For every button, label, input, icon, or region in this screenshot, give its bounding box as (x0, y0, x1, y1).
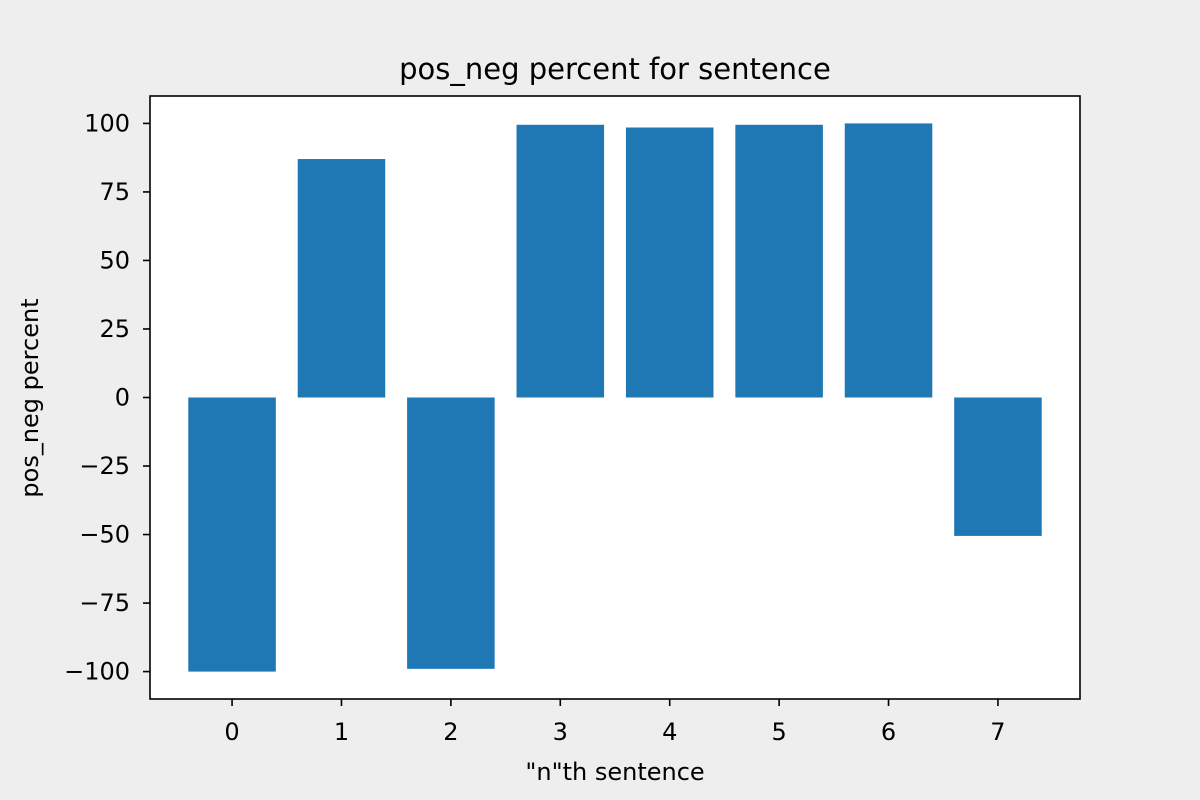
bar-2 (407, 397, 495, 669)
x-tick-label: 5 (771, 718, 786, 746)
chart-title: pos_neg percent for sentence (399, 52, 831, 86)
y-tick-label: −50 (79, 521, 130, 549)
x-tick-label: 6 (881, 718, 896, 746)
y-axis-ticks: 100 75 50 25 0 −25 −50 −75 −100 (64, 109, 150, 686)
x-tick-label: 2 (443, 718, 458, 746)
x-tick-label: 1 (334, 718, 349, 746)
bar-6 (844, 123, 933, 398)
bar-3 (516, 124, 605, 398)
x-axis-ticks: 0 1 2 3 4 5 6 7 (224, 699, 1006, 746)
y-tick-label: 25 (99, 315, 130, 343)
y-tick-label: −75 (79, 589, 130, 617)
x-tick-label: 7 (990, 718, 1005, 746)
x-tick-label: 0 (224, 718, 239, 746)
plot-area (150, 96, 1080, 699)
bar-0 (188, 397, 276, 672)
y-tick-label: 75 (99, 178, 130, 206)
y-axis-title: pos_neg percent (16, 298, 44, 497)
bar-5 (735, 124, 823, 398)
y-tick-label: 100 (84, 109, 130, 137)
plot-frame (149, 95, 1081, 700)
bar-7 (954, 397, 1042, 536)
x-tick-label: 3 (553, 718, 568, 746)
bars-layer (188, 123, 1042, 672)
y-tick-label: 50 (99, 246, 130, 274)
y-tick-label: −25 (79, 452, 130, 480)
x-axis-title: "n"th sentence (525, 758, 704, 786)
x-tick-label: 4 (662, 718, 677, 746)
bar-4 (625, 127, 714, 398)
y-tick-label: 0 (115, 384, 130, 412)
y-tick-label: −100 (64, 658, 130, 686)
bar-1 (297, 159, 386, 398)
